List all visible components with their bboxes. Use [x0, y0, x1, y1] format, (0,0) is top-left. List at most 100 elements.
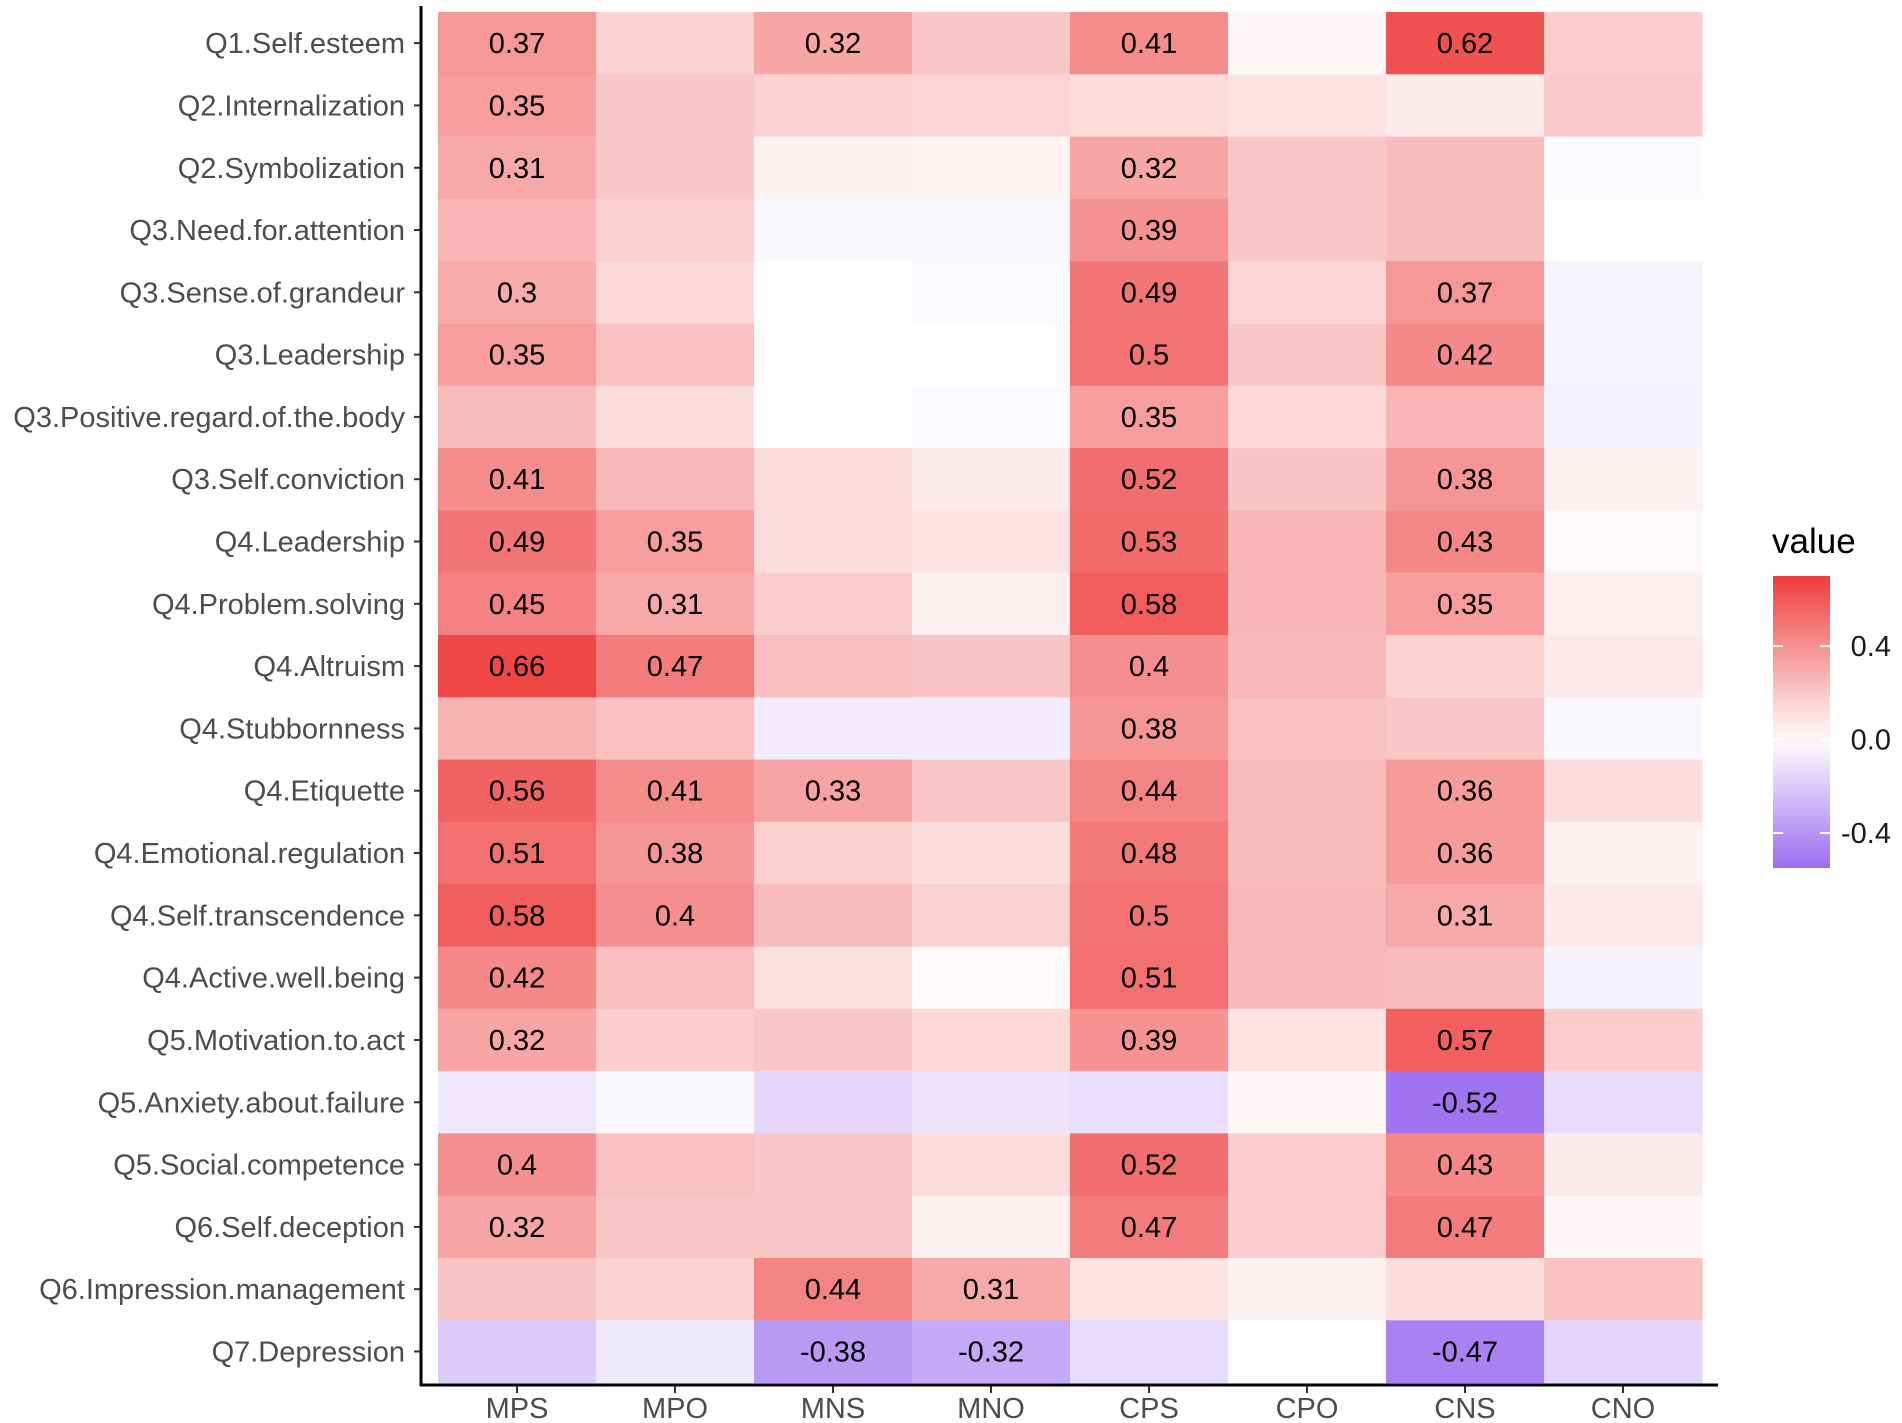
heatmap-cell — [1386, 759, 1545, 823]
y-tick-label: Q1.Self.esteem — [205, 28, 405, 60]
heatmap-cell — [438, 136, 597, 200]
heatmap-cell — [1544, 1008, 1703, 1072]
heatmap-cell — [1386, 1071, 1545, 1134]
y-tick-label: Q4.Leadership — [215, 527, 405, 559]
heatmap-cell — [438, 1008, 597, 1072]
heatmap-cell — [1228, 884, 1387, 948]
cell-value-label: 0.39 — [1121, 1025, 1177, 1057]
heatmap-cell — [1228, 136, 1387, 200]
heatmap-cell — [1544, 323, 1703, 387]
heatmap-cell — [596, 1320, 755, 1384]
heatmap-cell — [912, 1195, 1071, 1259]
cell-value-label: 0.44 — [1121, 776, 1177, 808]
heatmap-cell — [1386, 323, 1545, 387]
heatmap-cell — [1228, 1008, 1387, 1072]
cell-value-label: 0.43 — [1437, 1150, 1493, 1182]
heatmap-cell — [912, 821, 1071, 885]
cell-value-label: 0.56 — [489, 776, 545, 808]
cell-value-label: 0.38 — [1121, 713, 1177, 745]
heatmap-cell — [1228, 821, 1387, 885]
heatmap-cell — [1228, 448, 1387, 511]
cell-value-label: -0.52 — [1432, 1087, 1498, 1119]
heatmap-cell — [1544, 635, 1703, 698]
heatmap-cell — [754, 1195, 913, 1259]
heatmap-cell — [912, 198, 1071, 262]
heatmap-cell — [912, 1133, 1071, 1197]
heatmap-cells — [438, 12, 1703, 1384]
cell-value-label: 0.58 — [1121, 589, 1177, 621]
heatmap-cell — [438, 1320, 597, 1384]
cell-value-label: 0.37 — [1437, 277, 1493, 309]
y-tick-label: Q3.Need.for.attention — [129, 215, 405, 247]
heatmap-cell — [1544, 261, 1703, 325]
x-axis-tick-labels: MPS MPO MNS MNO CPS CPO CNS CNO — [486, 1386, 1655, 1423]
y-tick-label: Q4.Altruism — [254, 651, 405, 683]
heatmap-cell — [596, 884, 755, 948]
cell-value-label: 0.38 — [647, 838, 703, 870]
cell-value-label: 0.41 — [647, 776, 703, 808]
heatmap-cell — [438, 74, 597, 138]
cell-value-label: 0.33 — [805, 776, 861, 808]
y-tick-label: Q2.Internalization — [178, 90, 405, 122]
cell-value-label: 0.44 — [805, 1274, 861, 1306]
heatmap-cell — [1544, 385, 1703, 449]
heatmap-cell — [1386, 1320, 1545, 1384]
heatmap-cell — [754, 448, 913, 511]
cell-value-label: 0.3 — [497, 277, 537, 309]
cell-value-label: 0.35 — [489, 90, 545, 122]
heatmap-cell — [754, 12, 913, 75]
heatmap-cell — [1386, 946, 1545, 1010]
heatmap-cell — [596, 448, 755, 511]
heatmap-cell — [912, 323, 1071, 387]
heatmap-cell — [912, 510, 1071, 574]
cell-value-label: 0.32 — [489, 1212, 545, 1244]
heatmap-cell — [1070, 1195, 1229, 1259]
x-tick-label: CPS — [1119, 1393, 1179, 1423]
heatmap-cell — [1070, 1320, 1229, 1384]
heatmap-cell — [596, 74, 755, 138]
heatmap-cell — [1544, 448, 1703, 511]
heatmap-cell — [1070, 1071, 1229, 1134]
cell-value-label: 0.53 — [1121, 527, 1177, 559]
cell-value-label: 0.48 — [1121, 838, 1177, 870]
cell-value-label: 0.51 — [489, 838, 545, 870]
cell-value-label: 0.35 — [1121, 402, 1177, 434]
heatmap-cell — [912, 1258, 1071, 1321]
heatmap-cell — [754, 261, 913, 325]
heatmap-cell — [1544, 759, 1703, 823]
heatmap-cell — [754, 572, 913, 636]
heatmap-cell — [1070, 12, 1229, 75]
heatmap-cell — [1070, 697, 1229, 761]
heatmap-cell — [1386, 12, 1545, 75]
y-tick-label: Q4.Problem.solving — [152, 589, 405, 621]
heatmap-cell — [438, 1258, 597, 1321]
cell-value-label: 0.49 — [1121, 277, 1177, 309]
heatmap-cell — [1070, 572, 1229, 636]
cell-value-label: 0.47 — [1437, 1212, 1493, 1244]
heatmap-cell — [912, 448, 1071, 511]
cell-value-label: -0.32 — [958, 1337, 1024, 1369]
heatmap-cell — [596, 261, 755, 325]
y-tick-label: Q3.Sense.of.grandeur — [120, 277, 406, 309]
heatmap-cell — [596, 136, 755, 200]
heatmap-cell — [1228, 74, 1387, 138]
heatmap-cell — [596, 1195, 755, 1259]
heatmap-cell — [754, 385, 913, 449]
heatmap-cell — [438, 448, 597, 511]
heatmap-cell — [754, 697, 913, 761]
cell-value-label: 0.41 — [489, 464, 545, 496]
heatmap-cell-labels: 0.37 0.32 0.41 0.62 0.35 0.31 0.32 0.39 0.3 0.49 0… — [489, 28, 1498, 1368]
cell-value-label: 0.58 — [489, 900, 545, 932]
heatmap-cell — [1228, 510, 1387, 574]
heatmap-cell — [912, 1071, 1071, 1134]
heatmap-cell — [754, 635, 913, 698]
heatmap-cell — [596, 697, 755, 761]
legend-tick-label: 0.4 — [1851, 631, 1891, 663]
y-tick-label: Q5.Social.competence — [113, 1150, 405, 1182]
heatmap-cell — [1386, 821, 1545, 885]
cell-value-label: 0.35 — [647, 527, 703, 559]
cell-value-label: 0.31 — [963, 1274, 1019, 1306]
heatmap-cell — [1386, 1258, 1545, 1321]
heatmap-cell — [1386, 448, 1545, 511]
heatmap-cell — [912, 572, 1071, 636]
